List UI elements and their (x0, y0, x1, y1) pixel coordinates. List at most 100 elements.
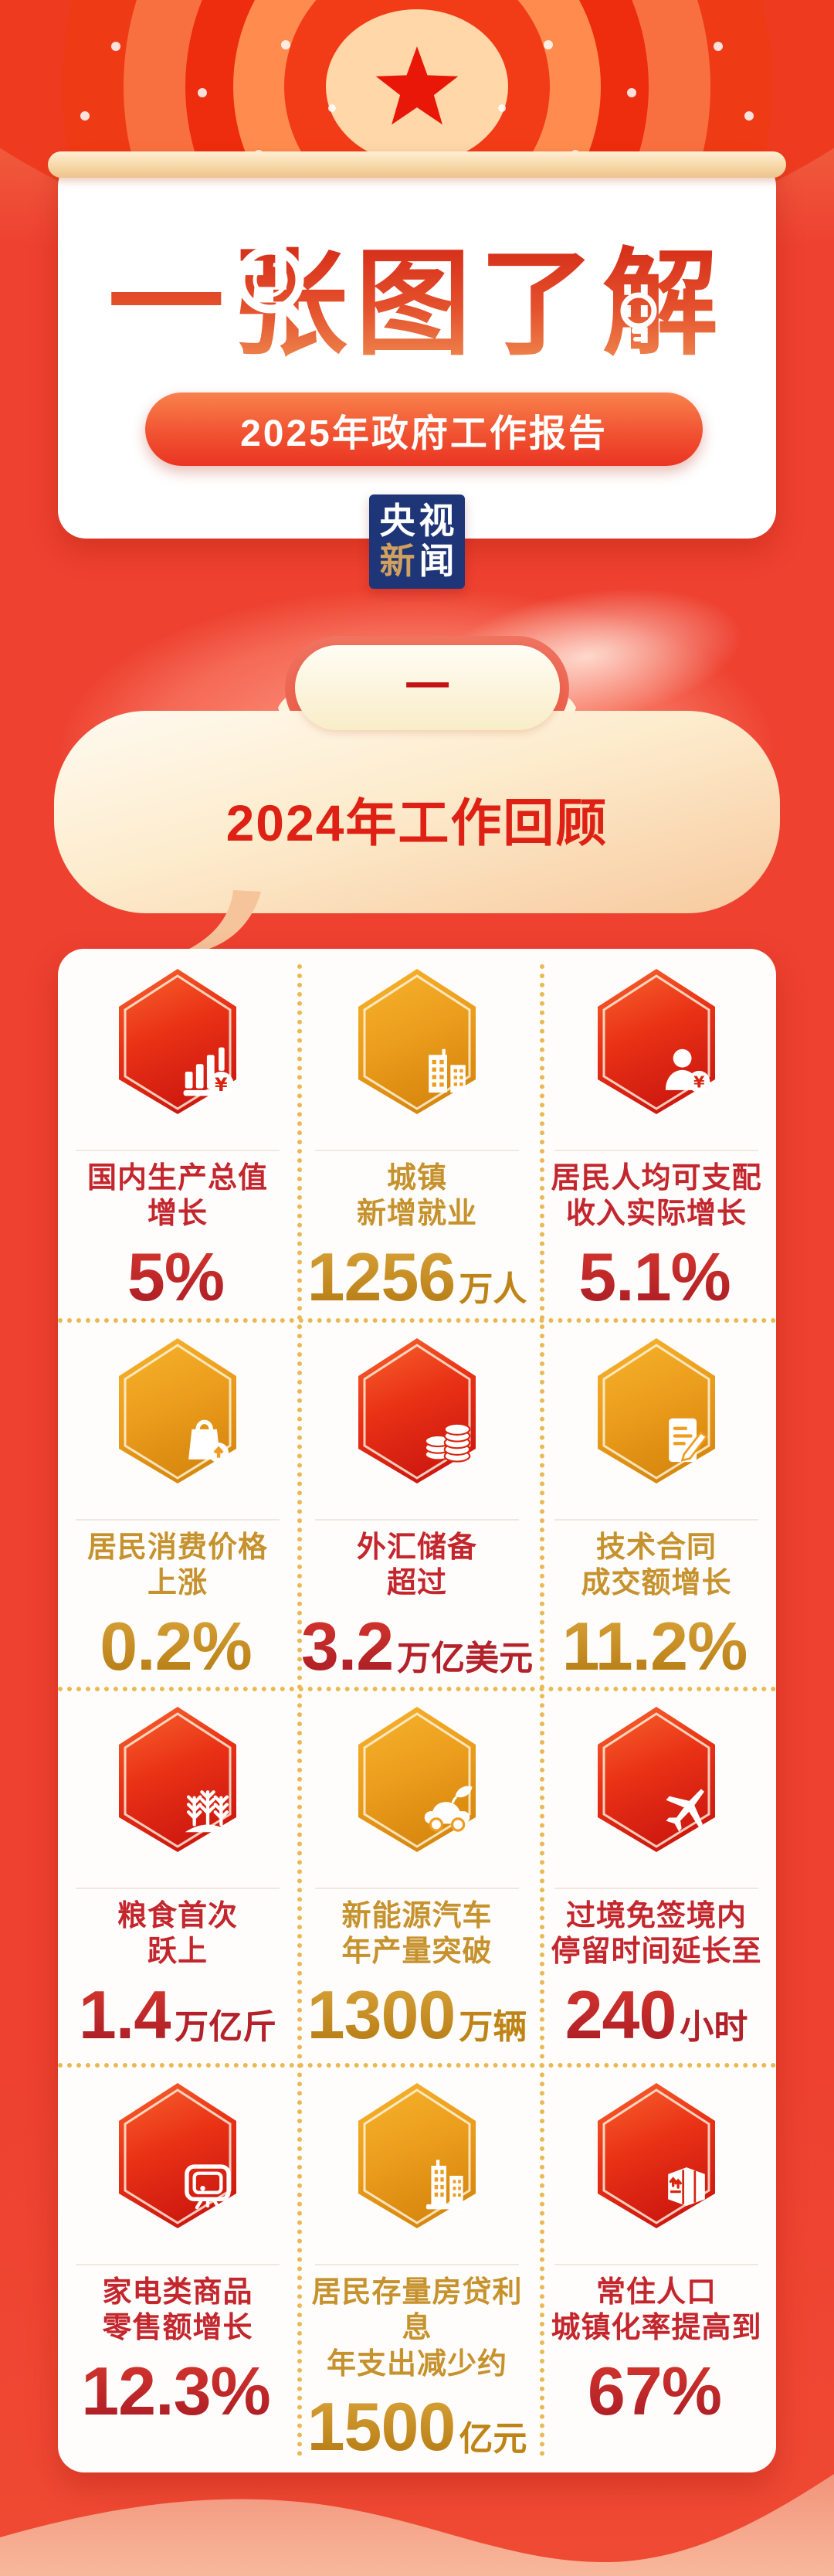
stats-row: ¥ 国内生产总值 增长 5% 城镇 新增就业 1256 万人 (58, 949, 776, 1318)
stat-label: 居民存量房贷利息 年支出减少约 (297, 2275, 537, 2382)
cell-divider-line (315, 2264, 519, 2265)
stat-label-line2: 上涨 (147, 1567, 208, 1600)
stat-unit: 万亿美元 (397, 1639, 534, 1677)
stats-grid: ¥ 国内生产总值 增长 5% 城镇 新增就业 1256 万人 (58, 949, 776, 2472)
stat-number: 12.3% (81, 2352, 271, 2429)
stat-label: 家电类商品 零售额增长 (102, 2275, 253, 2347)
stat-number: 1256 (307, 1238, 456, 1315)
stat-label: 过境免签境内 停留时间延长至 (551, 1898, 761, 1970)
horizontal-dotted-divider-3 (58, 2063, 776, 2068)
stat-value: 1500 亿元 (307, 2393, 527, 2461)
hexagon-badge (358, 969, 476, 1114)
stat-label-line1: 国内生产总值 (86, 1162, 268, 1195)
stat-value: 3.2 万亿美元 (300, 1607, 534, 1684)
masthead-card (58, 158, 776, 539)
stat-unit: 亿元 (459, 2420, 527, 2459)
stat-number: 67% (587, 2352, 722, 2429)
cell-divider-line (315, 1519, 519, 1521)
stat-unit: 万辆 (459, 2007, 527, 2046)
hexagon-badge (598, 1338, 715, 1483)
stat-cell: 常住人口 城镇化率提高到 67% (537, 2063, 776, 2472)
stat-unit: 小时 (680, 2007, 748, 2046)
cell-divider-line (76, 2264, 280, 2265)
stat-label: 国内生产总值 增长 (87, 1161, 268, 1232)
cell-divider-line (76, 1519, 280, 1521)
bottom-wave (0, 2474, 834, 2576)
stat-label-line1: 粮食首次 (117, 1900, 238, 1932)
stat-value: 5% (127, 1238, 228, 1315)
cell-divider-line (554, 2264, 758, 2265)
stat-number: 1.4 (78, 1976, 171, 2053)
stat-value: 1256 万人 (307, 1238, 527, 1315)
stat-cell: 外汇储备 超过 3.2 万亿美元 (297, 1318, 537, 1687)
hexagon-badge (119, 1707, 236, 1852)
section-bubble: 2024年工作回顾 (54, 711, 780, 913)
stat-label-line2: 年支出减少约 (326, 2347, 507, 2381)
stat-label: 居民人均可支配 收入实际增长 (551, 1161, 761, 1232)
stat-label-line2: 跃上 (147, 1935, 208, 1969)
logo-line2: 新闻 (376, 541, 459, 582)
scroll-roll-bar (48, 151, 786, 178)
stat-cell: 居民存量房贷利息 年支出减少约 1500 亿元 (297, 2063, 537, 2472)
stat-unit: 万人 (459, 1269, 527, 1308)
stat-cell: ¥ 居民人均可支配 收入实际增长 5.1% (537, 949, 776, 1318)
stat-label-line1: 外汇储备 (356, 1531, 477, 1564)
hexagon-badge (119, 2083, 236, 2228)
stat-label: 技术合同 成交额增长 (581, 1530, 731, 1602)
stat-cell: 新能源汽车 年产量突破 1300 万辆 (297, 1687, 537, 2063)
horizontal-dotted-divider-2 (58, 1687, 776, 1691)
stats-row: 居民消费价格 上涨 0.2% 外汇储备 超过 3.2 万亿美元 (58, 1318, 776, 1687)
stat-number: 5% (127, 1238, 225, 1315)
cell-divider-line (315, 1888, 519, 1889)
stat-cell: 家电类商品 零售额增长 12.3% (58, 2063, 297, 2472)
stat-value: 240 小时 (565, 1980, 748, 2049)
stat-label-line1: 过境免签境内 (565, 1900, 747, 1932)
stat-label-line1: 居民存量房贷利息 (311, 2276, 523, 2345)
star-icon (375, 46, 459, 125)
stat-label-line2: 新增就业 (356, 1198, 477, 1231)
magnifier-icon (236, 246, 311, 333)
stat-label: 粮食首次 跃上 (117, 1898, 238, 1970)
bubble-tail (176, 890, 261, 955)
cell-divider-line (76, 1150, 280, 1151)
lightbulb-icon (620, 292, 657, 342)
stat-label: 居民消费价格 上涨 (87, 1530, 268, 1602)
section-tab: 一 (295, 645, 560, 730)
stat-label: 新能源汽车 年产量突破 (341, 1898, 492, 1970)
report-pill: 2025年政府工作报告 (145, 393, 703, 466)
hexagon-badge (358, 1338, 476, 1483)
section-title: 2024年工作回顾 (225, 794, 609, 851)
stat-number: 3.2 (300, 1607, 394, 1684)
stats-row: 家电类商品 零售额增长 12.3% 居民存量房贷利息 年支出减少约 1500 亿… (58, 2063, 776, 2472)
cell-divider-line (554, 1888, 758, 1889)
stat-label-line2: 收入实际增长 (565, 1198, 747, 1231)
stat-number: 1500 (307, 2388, 456, 2466)
vertical-dotted-divider-1 (297, 964, 302, 2457)
hexagon-badge (598, 1707, 715, 1852)
stats-row: 粮食首次 跃上 1.4 万亿斤 新能源汽车 年产量突破 1300 万辆 (58, 1687, 776, 2063)
stat-cell: 居民消费价格 上涨 0.2% (58, 1318, 297, 1687)
stat-number: 5.1% (578, 1238, 731, 1315)
hexagon-badge: ¥ (598, 969, 715, 1114)
cell-divider-line (76, 1888, 280, 1889)
stat-label-line2: 增长 (147, 1198, 208, 1231)
cell-divider-line (554, 1519, 758, 1521)
vertical-dotted-divider-2 (540, 964, 544, 2457)
svg-text:¥: ¥ (215, 1074, 228, 1096)
cctv-news-logo: 央视 新闻 (369, 494, 465, 589)
stat-label-line1: 居民人均可支配 (551, 1162, 762, 1195)
logo-line1: 央视 (379, 501, 459, 542)
stat-number: 1300 (307, 1976, 456, 2053)
stat-value: 11.2% (562, 1612, 751, 1681)
stat-label-line1: 常住人口 (595, 2276, 717, 2309)
hexagon-badge (119, 1338, 236, 1483)
stat-value: 1300 万辆 (307, 1976, 527, 2053)
stat-label-line2: 超过 (386, 1567, 447, 1600)
horizontal-dotted-divider-1 (58, 1318, 776, 1323)
stat-cell: 技术合同 成交额增长 11.2% (537, 1318, 776, 1687)
main-title: 一张图了解 (0, 229, 834, 379)
cell-divider-line (554, 1150, 758, 1151)
stat-value: 12.3% (81, 2357, 274, 2425)
stat-cell: 过境免签境内 停留时间延长至 240 小时 (537, 1687, 776, 2063)
